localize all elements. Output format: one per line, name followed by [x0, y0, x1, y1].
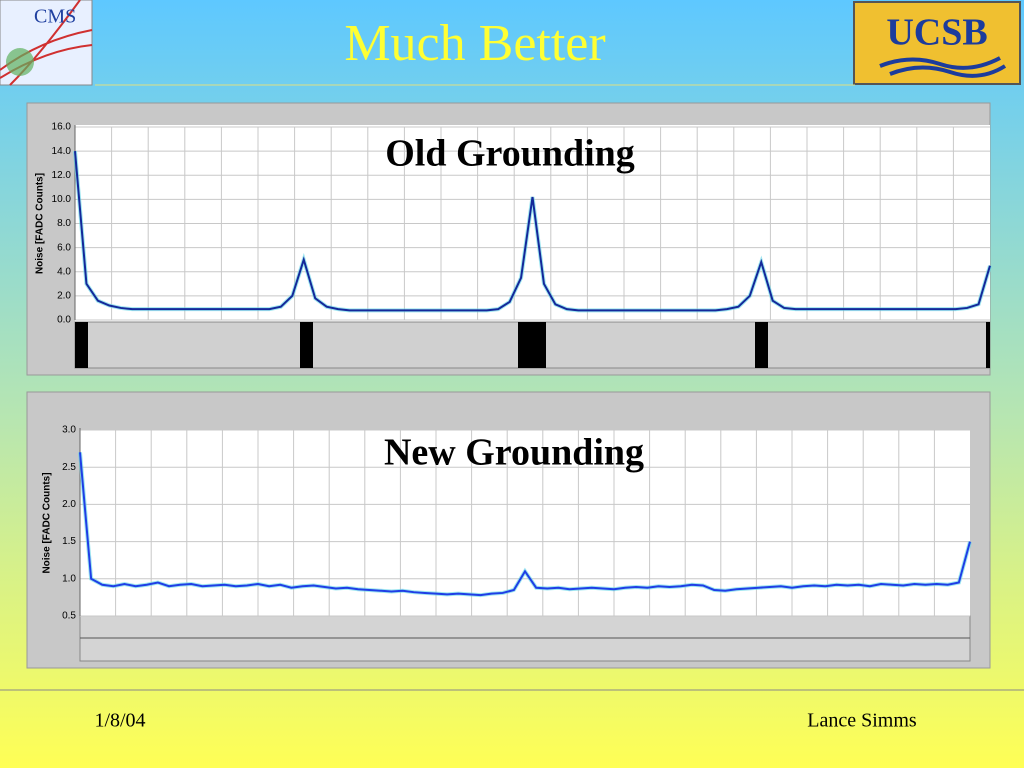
y-tick-label: 2.5	[62, 462, 76, 473]
y-tick-label: 4.0	[57, 266, 71, 277]
y-tick-label: 0.0	[57, 315, 71, 326]
y-tick-label: 2.0	[62, 499, 76, 510]
y-tick-label: 1.0	[62, 573, 76, 584]
status-flag	[986, 322, 990, 368]
noise-line	[74, 151, 991, 312]
cms-logo-circle	[6, 48, 34, 76]
slide-title: Much Better	[344, 15, 605, 72]
y-tick-label: 12.0	[52, 170, 72, 181]
y-tick-label: 6.0	[57, 242, 71, 253]
ucsb-logo-waves	[879, 56, 1007, 78]
status-flag	[518, 322, 546, 368]
y-tick-label: 8.0	[57, 218, 71, 229]
noise-line	[79, 452, 971, 597]
y-tick-label: 0.5	[62, 611, 76, 622]
y-axis-label: Noise [FADC Counts]	[35, 173, 46, 274]
y-tick-label: 16.0	[52, 122, 72, 133]
y-axis-label: Noise [FADC Counts]	[42, 472, 53, 573]
footer-date: 1/8/04	[94, 710, 145, 732]
cms-logo-text: CMS	[34, 6, 76, 28]
chart-title: Old Grounding	[385, 133, 635, 175]
ucsb-logo-text: UCSB	[886, 12, 987, 54]
y-tick-label: 10.0	[52, 194, 72, 205]
y-tick-label: 14.0	[52, 146, 72, 157]
y-tick-label: 1.5	[62, 536, 76, 547]
footer-author: Lance Simms	[807, 710, 917, 732]
status-flag	[755, 322, 768, 368]
y-tick-label: 3.0	[62, 425, 76, 436]
status-flag	[75, 322, 88, 368]
y-tick-label: 2.0	[57, 291, 71, 302]
status-flag	[300, 322, 313, 368]
chart-title: New Grounding	[384, 432, 644, 474]
